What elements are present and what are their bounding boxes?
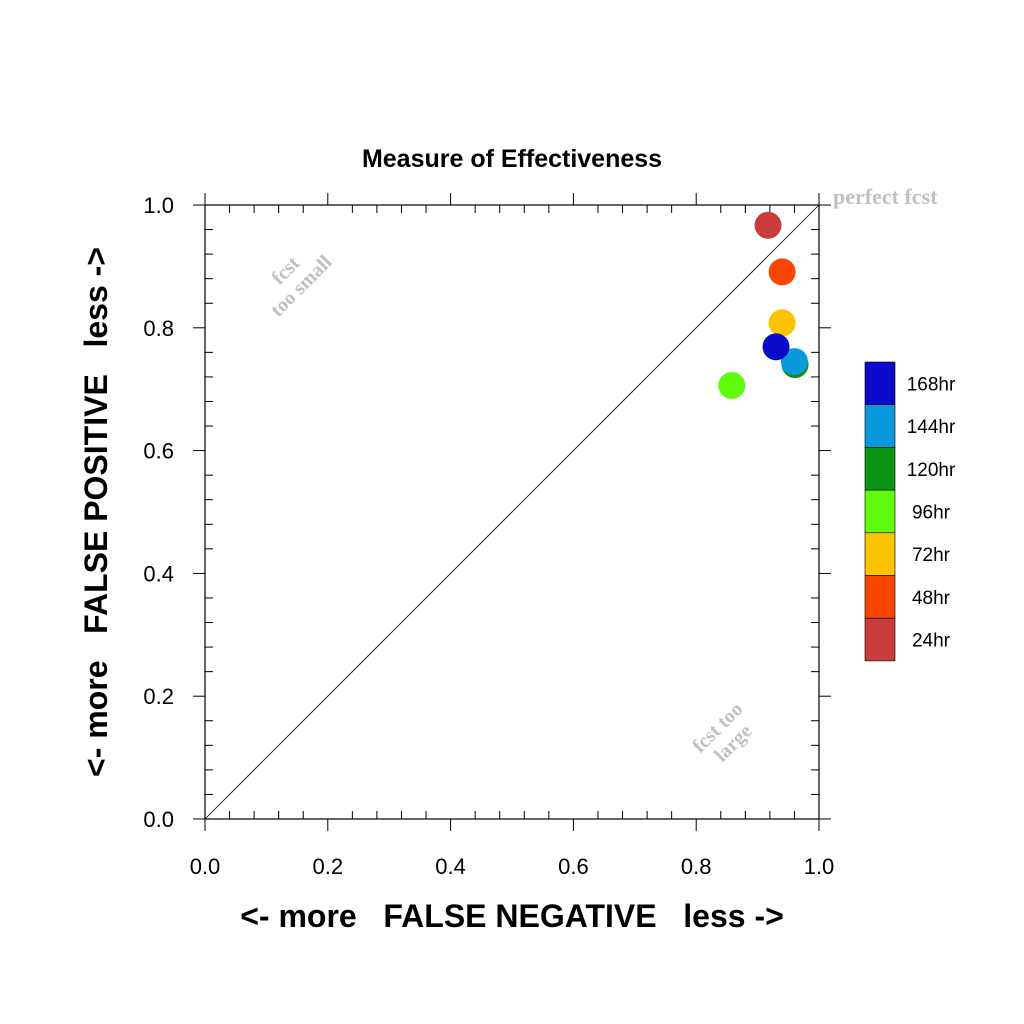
legend-swatch-24hr (864, 617, 896, 662)
x-tick-label: 0.8 (681, 854, 712, 879)
y-tick-label: 1.0 (143, 193, 174, 218)
legend-label-120hr: 120hr (907, 460, 956, 481)
data-point-168hr (762, 333, 790, 361)
y-tick-label: 0.0 (143, 807, 174, 832)
data-point-24hr (754, 211, 782, 239)
y-axis-label: <- more FALSE POSITIVE less -> (78, 247, 114, 777)
plot-frame (204, 204, 820, 820)
plot-border (204, 204, 820, 820)
x-tick-label: 0.6 (558, 854, 589, 879)
data-point-96hr (718, 372, 746, 400)
too-small-annotation: fcst too small (266, 251, 336, 321)
perfect-forecast-annotation: perfect fcst (833, 184, 938, 209)
legend-swatch-144hr (864, 404, 896, 448)
data-point-48hr (768, 258, 796, 286)
data-points (718, 211, 809, 400)
legend-swatch-72hr (864, 532, 896, 576)
data-point-72hr (768, 309, 796, 337)
too-large-annotation: fcst too large (688, 698, 756, 766)
legend-swatch-48hr (864, 575, 896, 619)
legend: 168hr 144hr 120hr 96hr 72hr 48hr 24hr (864, 361, 956, 662)
data-point-144hr (780, 348, 808, 376)
legend-label-168hr: 168hr (907, 374, 956, 395)
chart-title: Measure of Effectiveness (362, 145, 662, 173)
x-tick-label: 1.0 (804, 854, 835, 879)
legend-label-96hr: 96hr (912, 502, 951, 523)
y-tick-label: 0.2 (143, 684, 174, 709)
axis-ticks (193, 193, 831, 831)
y-tick-label: 0.8 (143, 316, 174, 341)
reference-diagonal-line (204, 204, 820, 820)
x-tick-label: 0.4 (435, 854, 466, 879)
legend-swatch-168hr (864, 361, 896, 406)
x-tick-label: 0.2 (313, 854, 344, 879)
legend-swatch-96hr (864, 489, 896, 534)
legend-label-144hr: 144hr (907, 417, 956, 438)
y-tick-labels: 0.0 0.2 0.4 0.6 0.8 1.0 (143, 193, 174, 832)
x-tick-label: 0.0 (190, 854, 221, 879)
legend-label-24hr: 24hr (912, 631, 951, 652)
legend-swatch-120hr (864, 447, 896, 491)
too-small-line-2: too small (266, 251, 336, 321)
y-tick-label: 0.6 (143, 439, 174, 464)
legend-label-48hr: 48hr (912, 588, 951, 609)
legend-label-72hr: 72hr (912, 545, 951, 566)
x-tick-labels: 0.0 0.2 0.4 0.6 0.8 1.0 (190, 854, 835, 879)
y-tick-label: 0.4 (143, 561, 174, 586)
x-axis-label: <- more FALSE NEGATIVE less -> (240, 898, 784, 934)
